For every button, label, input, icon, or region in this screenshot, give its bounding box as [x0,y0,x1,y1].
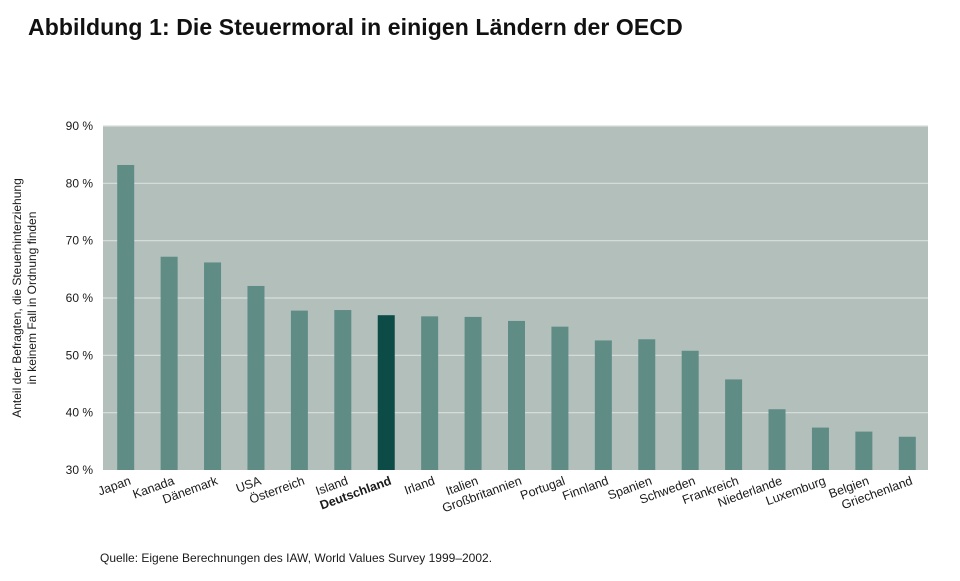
y-tick-label: 40 % [66,406,94,420]
y-tick-label: 60 % [66,291,94,305]
y-tick-label: 90 % [66,119,94,133]
bar-irland [421,316,439,470]
y-tick-label: 80 % [66,176,94,190]
y-tick-label: 30 % [66,463,94,477]
y-tick-label: 70 % [66,234,94,248]
chart-title: Abbildung 1: Die Steuermoral in einigen … [28,14,683,40]
y-axis-title-line: Anteil der Befragten, die Steuerhinterzi… [10,178,24,418]
y-tick-label: 50 % [66,348,94,362]
source-note: Quelle: Eigene Berechnungen des IAW, Wor… [100,551,493,565]
bar-niederlande [768,409,786,470]
bar-dänemark [204,262,222,470]
bar-luxemburg [811,427,829,470]
bar-japan [117,164,135,470]
x-tick-label: Portugal [518,474,567,503]
bar-italien [464,316,482,470]
bar-island [334,310,352,470]
bar-portugal [551,326,569,470]
bar-frankreich [725,379,743,470]
bar-kanada [160,256,178,470]
bar-griechenland [898,436,916,470]
bar-schweden [681,350,699,470]
bar-spanien [638,339,656,470]
y-axis-title-line: in keinem Fall in Ordnung finden [25,212,39,385]
bar-großbritannien [508,320,525,470]
bar-usa [247,285,265,470]
bar-belgien [855,431,873,470]
x-tick-label: Finnland [561,474,611,504]
bar-deutschland [377,315,395,470]
x-tick-label: Japan [96,474,133,499]
bar-österreich [290,310,308,470]
x-tick-label: Irland [403,474,437,498]
bar-finnland [594,340,612,470]
